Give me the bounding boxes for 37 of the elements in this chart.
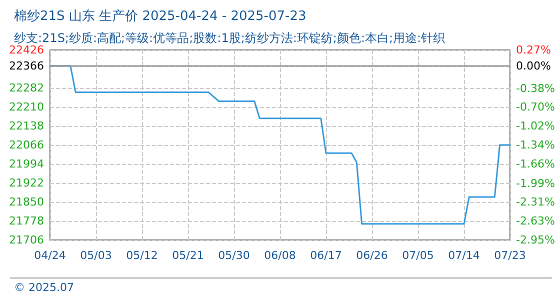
x-tick-label: 06/26 [356, 249, 388, 262]
y2-tick-label: 0.00% [516, 59, 551, 72]
y2-tick-label: -1.34% [516, 138, 555, 152]
y2-tick-label: -2.31% [516, 196, 555, 209]
y-tick-label: 21994 [9, 158, 44, 170]
y-tick-label: 21850 [9, 196, 44, 208]
y2-tick-label: -2.95% [516, 234, 555, 246]
y-tick-label: 21706 [9, 234, 44, 246]
y2-tick-label: -0.38% [516, 82, 555, 95]
y-tick-label: 21922 [9, 176, 44, 190]
y2-tick-label: -0.70% [516, 100, 555, 114]
x-tick-label: 05/03 [80, 249, 112, 262]
x-tick-label: 07/23 [494, 249, 526, 262]
chart-subtitle: 纱支:21S;纱质:高配;等级:优等品;股数:1股;纺纱方法:环锭纺;颜色:本白;用途:针织 [14, 31, 446, 45]
y-tick-label: 22426 [9, 44, 44, 56]
x-tick-label: 05/21 [172, 249, 204, 262]
line-series [49, 65, 511, 225]
y-tick-label: 22282 [9, 82, 44, 94]
y-tick-label: 22138 [9, 120, 44, 132]
y2-tick-label: -2.63% [516, 214, 555, 228]
text: © 2025.07 [14, 281, 74, 294]
x-tick-label: 04/24 [34, 249, 66, 262]
y-tick-label: 21778 [9, 214, 44, 228]
y2-tick-label: -1.99% [516, 176, 555, 190]
y-tick-label: 22210 [9, 100, 44, 114]
y-tick-label: 22066 [9, 138, 44, 152]
y2-tick-label: 0.27% [516, 44, 551, 56]
y2-tick-label: -1.66% [516, 157, 555, 170]
x-tick-label: 05/30 [218, 249, 250, 262]
y-tick-label: 22366 [9, 59, 44, 72]
x-tick-label: 07/14 [448, 249, 480, 262]
x-tick-label: 05/12 [126, 249, 158, 262]
x-tick-label: 06/17 [310, 249, 342, 262]
x-tick-label: 07/05 [402, 249, 434, 262]
y2-tick-label: -1.02% [516, 120, 555, 133]
chart-title: 棉纱21S 山东 生产价 2025-04-24 - 2025-07-23 [14, 9, 306, 24]
x-tick-label: 06/08 [264, 249, 296, 262]
